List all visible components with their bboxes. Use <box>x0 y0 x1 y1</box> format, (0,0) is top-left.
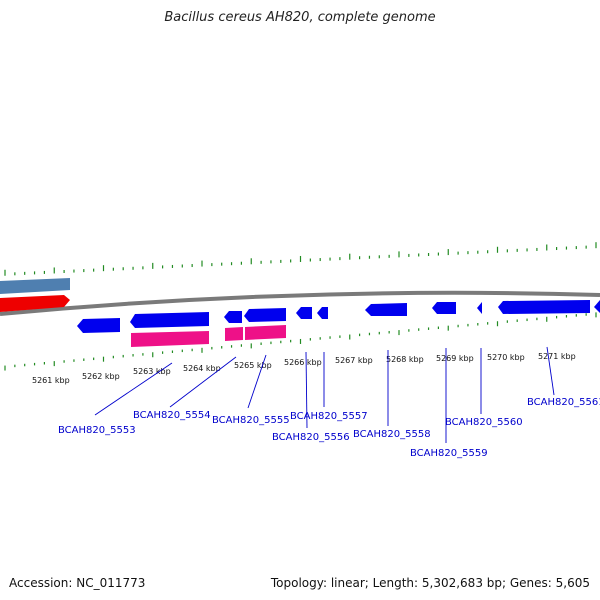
gene-label[interactable]: BCAH820_5558 <box>353 429 431 440</box>
gene-bcah820-5555b[interactable] <box>244 308 286 322</box>
scale-label: 5268 kbp <box>386 355 424 364</box>
scale-label: 5271 kbp <box>538 352 576 361</box>
gene-bcah820-5557[interactable] <box>317 307 328 319</box>
gene-bcah820-5561[interactable] <box>498 300 590 314</box>
pink-feature-3[interactable] <box>245 325 286 340</box>
scale-label: 5269 kbp <box>436 354 474 363</box>
gene-bcah820-5558[interactable] <box>365 303 407 316</box>
scale-label: 5265 kbp <box>234 361 272 370</box>
pink-feature-1[interactable] <box>131 331 209 347</box>
gene-bcah820-5554[interactable] <box>130 312 209 328</box>
gene-leader-line <box>247 354 267 409</box>
scale-label: 5264 kbp <box>183 364 221 373</box>
gene-label[interactable]: BCAH820_5560 <box>445 417 523 428</box>
gene-leader-line <box>94 362 173 416</box>
feature-steelblue <box>0 278 70 294</box>
scale-label: 5266 kbp <box>284 358 322 367</box>
scale-label: 5262 kbp <box>82 372 120 381</box>
gene-bcah820-5556[interactable] <box>296 307 312 319</box>
scale-labels: 5261 kbp 5262 kbp 5263 kbp 5264 kbp 5265 kbp… <box>32 352 576 385</box>
accession-text: Accession: NC_011773 <box>9 576 146 590</box>
genome-summary-text: Topology: linear; Length: 5,302,683 bp; … <box>270 576 590 590</box>
upper-tick-track <box>4 242 597 276</box>
gene-label[interactable]: BCAH820_5555 <box>212 415 290 426</box>
gene-leader-line <box>546 346 555 396</box>
gene-bcah820-5560[interactable] <box>477 302 482 314</box>
scale-label: 5261 kbp <box>32 376 70 385</box>
scale-label: 5267 kbp <box>335 356 373 365</box>
gene-leader-line <box>305 351 308 429</box>
scale-label: 5263 kbp <box>133 367 171 376</box>
gene-leader-line <box>169 356 237 408</box>
gene-bcah820-5559[interactable] <box>432 302 456 314</box>
gene-label[interactable]: BCAH820_5557 <box>290 411 368 422</box>
gene-label[interactable]: BCAH820_5554 <box>133 410 211 421</box>
feature-red <box>0 295 70 312</box>
gene-bcah820-5553[interactable] <box>77 318 120 333</box>
lower-tick-track <box>4 312 597 371</box>
scale-label: 5270 kbp <box>487 353 525 362</box>
gene-edge[interactable] <box>594 300 600 313</box>
map-title: Bacillus cereus AH820, complete genome <box>164 10 436 25</box>
genome-backbone <box>0 290 600 316</box>
gene-label[interactable]: BCAH820_5559 <box>410 448 488 459</box>
gene-label[interactable]: BCAH820_5553 <box>58 425 136 436</box>
gene-label[interactable]: BCAH820_5561 <box>527 397 600 408</box>
gene-label[interactable]: BCAH820_5556 <box>272 432 350 443</box>
pink-feature-2[interactable] <box>225 327 243 341</box>
gene-bcah820-5555a[interactable] <box>224 311 242 323</box>
